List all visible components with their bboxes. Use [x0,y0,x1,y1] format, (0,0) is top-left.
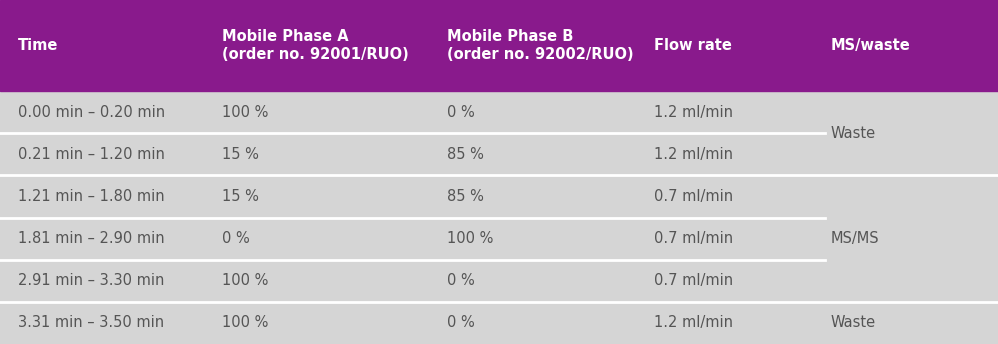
Text: 2.91 min – 3.30 min: 2.91 min – 3.30 min [18,273,165,288]
Text: 0.7 ml/min: 0.7 ml/min [654,231,733,246]
Text: MS/waste: MS/waste [830,38,910,53]
Text: 0 %: 0 % [222,231,250,246]
Text: 1.2 ml/min: 1.2 ml/min [654,315,733,331]
Text: 15 %: 15 % [222,147,258,162]
Text: 1.2 ml/min: 1.2 ml/min [654,105,733,120]
Text: 0 %: 0 % [447,105,475,120]
Text: 1.21 min – 1.80 min: 1.21 min – 1.80 min [18,189,165,204]
Text: 0.7 ml/min: 0.7 ml/min [654,273,733,288]
Text: Waste: Waste [830,315,875,331]
Text: 100 %: 100 % [222,315,267,331]
Text: 0.00 min – 0.20 min: 0.00 min – 0.20 min [18,105,165,120]
Text: 100 %: 100 % [222,273,267,288]
Text: 0.7 ml/min: 0.7 ml/min [654,189,733,204]
Text: 85 %: 85 % [447,189,484,204]
Text: 3.31 min – 3.50 min: 3.31 min – 3.50 min [18,315,164,331]
Text: Waste: Waste [830,126,875,141]
Text: Mobile Phase A
(order no. 92001/RUO): Mobile Phase A (order no. 92001/RUO) [222,29,408,62]
Text: 100 %: 100 % [222,105,267,120]
Text: 0.21 min – 1.20 min: 0.21 min – 1.20 min [18,147,165,162]
Text: 1.81 min – 2.90 min: 1.81 min – 2.90 min [18,231,165,246]
Text: Time: Time [18,38,58,53]
Text: 100 %: 100 % [447,231,493,246]
Text: 1.2 ml/min: 1.2 ml/min [654,147,733,162]
Text: 0 %: 0 % [447,273,475,288]
Text: MS/MS: MS/MS [830,231,879,246]
Text: Flow rate: Flow rate [654,38,732,53]
Text: 0 %: 0 % [447,315,475,331]
Text: Mobile Phase B
(order no. 92002/RUO): Mobile Phase B (order no. 92002/RUO) [447,29,634,62]
Text: 15 %: 15 % [222,189,258,204]
Bar [0,0,998,91]
Text: 85 %: 85 % [447,147,484,162]
